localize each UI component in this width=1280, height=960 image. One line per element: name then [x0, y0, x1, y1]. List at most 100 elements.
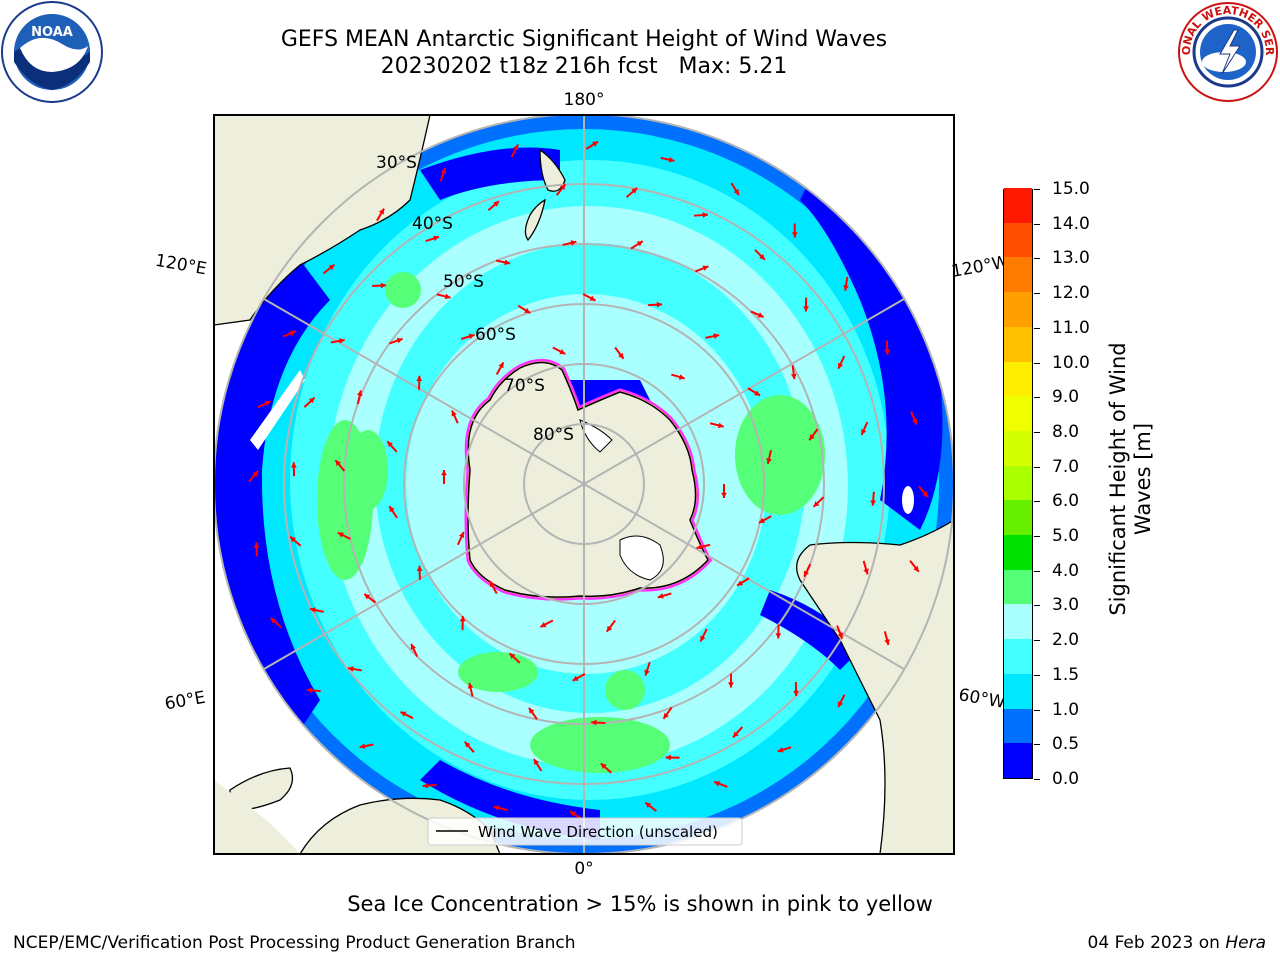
colorbar-segment: [1004, 499, 1032, 536]
wave-direction-arrowhead: [884, 639, 890, 645]
wave-direction-arrowhead: [270, 618, 277, 624]
wave-direction-arrowhead: [702, 265, 709, 271]
wave-direction-arrowhead: [861, 428, 867, 435]
lat-label-30: 30°S: [376, 153, 417, 173]
wave-direction-arrowhead: [870, 500, 877, 506]
chart-title: GEFS MEAN Antarctic Significant Height o…: [184, 26, 984, 80]
colorbar-segment: [1004, 291, 1032, 327]
colorbar-tick: [1034, 327, 1040, 329]
continents: [214, 115, 954, 854]
wave-direction-arrowhead: [837, 632, 843, 639]
lon-label-60e: 60°E: [163, 688, 207, 715]
map-frame-content: [214, 115, 954, 854]
wave-direction-arrowhead: [416, 375, 423, 382]
wave-direction-arrowhead: [644, 669, 650, 676]
wave-direction-arrowhead: [290, 330, 297, 336]
wave-direction-arrowhead: [509, 653, 516, 660]
colorbar-tick: [1034, 466, 1040, 468]
wave-direction-arrowhead: [416, 565, 423, 572]
lat-label-60: 60°S: [475, 325, 516, 345]
colorbar-tick-label: 0.5: [1052, 734, 1080, 755]
footer-branch: NCEP/EMC/Verification Post Processing Pr…: [13, 933, 576, 953]
colorbar-segment: [1004, 187, 1032, 223]
wave-direction-arrowhead: [678, 374, 685, 380]
colorbar-tick-label: 5.0: [1052, 526, 1080, 547]
colorbar-tick: [1034, 709, 1040, 711]
wave-direction-arrowhead: [410, 643, 417, 650]
wave-direction-arrowhead: [570, 240, 577, 246]
colorbar-tick: [1034, 570, 1040, 572]
lat-label-80: 80°S: [533, 425, 574, 445]
colorbar-segment: [1004, 430, 1032, 466]
wave-direction-arrowhead: [533, 759, 540, 766]
colorbar-segment: [1004, 708, 1032, 744]
meridian-60e-120w: [263, 298, 905, 670]
wave-direction-arrowhead: [733, 188, 739, 195]
wave-direction-arrowhead: [759, 254, 765, 260]
wave-direction-arrowhead: [253, 542, 260, 548]
wave-direction-arrowhead: [737, 580, 744, 586]
noaa-logo: NOAA: [1, 1, 103, 103]
wave-direction-arrowhead: [441, 470, 447, 476]
colorbar-segment: [1004, 569, 1032, 605]
colorbar-title-line-1: Significant Height of Wind: [1106, 342, 1130, 616]
wave-direction-arrowhead: [665, 754, 671, 761]
colorbar-segment: [1004, 603, 1032, 640]
footer-host: Hera: [1225, 933, 1266, 953]
wave-direction-arrowhead: [714, 781, 721, 787]
wave-direction-arrowhead: [467, 682, 474, 689]
wave-direction-arrowhead: [559, 184, 566, 191]
wave-direction-arrowhead: [884, 349, 890, 355]
wave-direction-arrowhead: [310, 607, 316, 613]
wave-direction-arrowhead: [803, 306, 809, 312]
wave-direction-arrowhead: [387, 441, 394, 448]
wave-direction-arrowhead: [337, 532, 344, 538]
wave-direction-arrowhead: [668, 156, 675, 163]
wave-direction-arrowhead: [464, 741, 471, 748]
wave-direction-arrowhead: [570, 811, 576, 817]
wave-direction-arrowhead: [645, 802, 652, 808]
colorbar-tick-label: 1.0: [1052, 699, 1080, 720]
colorbar-tick: [1034, 536, 1040, 538]
wave-direction-arrowhead: [308, 397, 315, 404]
wave-direction-arrowhead: [728, 682, 734, 688]
colorbar-tick: [1034, 223, 1040, 225]
colorbar-tick-label: 9.0: [1052, 387, 1080, 408]
lon-label-180: 180°: [564, 90, 605, 110]
wave-direction-arrowhead: [606, 625, 613, 632]
wave-direction-arrowhead: [713, 333, 720, 339]
footer-date: 04 Feb 2023 on Hera: [1088, 933, 1266, 953]
wave-direction-arrowhead: [400, 711, 407, 717]
wave-direction-arrowhead: [592, 141, 599, 147]
wave-direction-arrowhead: [328, 264, 335, 271]
wave-direction-arrowhead: [540, 621, 547, 628]
national-weather-service-logo: NATIONAL WEATHER SERVICE: [1176, 0, 1278, 102]
wave-direction-arrowhead: [589, 295, 596, 301]
wave-direction-arrowhead: [493, 805, 500, 811]
wave-direction-arrowhead: [663, 712, 669, 719]
lat-label-70: 70°S: [504, 376, 545, 396]
wave-direction-arrowhead: [837, 362, 844, 369]
colorbar-tick-label: 6.0: [1052, 491, 1080, 512]
wave-direction-arrowhead: [793, 690, 799, 697]
wave-direction-arrowhead: [775, 633, 782, 639]
colorbar-tick-label: 15.0: [1052, 179, 1090, 199]
wave-direction-arrowhead: [656, 301, 663, 308]
wave-direction-arrowhead: [766, 458, 772, 464]
wave-direction-arrowhead: [359, 743, 366, 749]
wave-direction-arrowhead: [468, 333, 475, 340]
colorbar-tick: [1034, 362, 1040, 364]
wave-direction-arrowhead: [513, 144, 519, 151]
wave-direction-arrowhead: [348, 666, 354, 672]
colorbar-segment: [1004, 742, 1032, 778]
wave-direction-arrowhead: [504, 259, 511, 266]
wave-direction-arrowhead: [335, 460, 341, 467]
wave-direction-arrowhead: [572, 675, 579, 681]
wave-direction-arrowhead: [791, 232, 798, 238]
wave-direction-arrowhead: [696, 544, 703, 550]
wave-direction-arrowhead: [444, 293, 451, 300]
wave-direction-arrowhead: [252, 471, 259, 477]
wave-direction-arrowhead: [591, 719, 597, 726]
colorbar-tick-label: 2.0: [1052, 630, 1080, 651]
